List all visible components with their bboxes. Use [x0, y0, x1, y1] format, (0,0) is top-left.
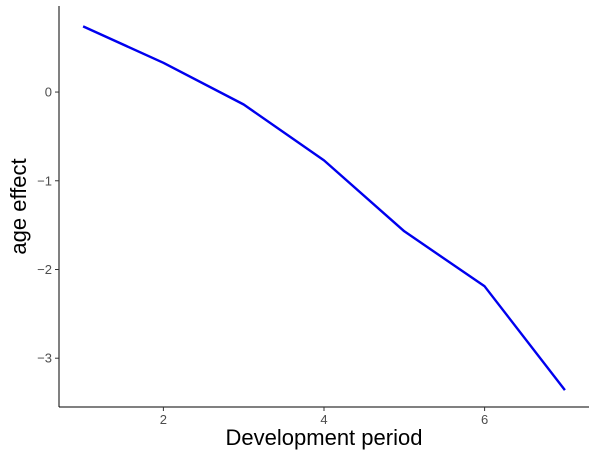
series-line-0	[82, 25, 566, 391]
y-tick-label: 0	[45, 85, 52, 100]
x-tick-label: 6	[481, 412, 488, 427]
y-tick-label: −1	[37, 173, 52, 188]
y-tick-label: −3	[37, 351, 52, 366]
series-layer	[82, 25, 566, 391]
plot-area: 2 4 6 0 −1 −2 −3	[37, 6, 589, 427]
x-tick-label: 2	[160, 412, 167, 427]
y-axis-ticks: 0 −1 −2 −3	[37, 85, 59, 366]
x-tick-label: 4	[320, 412, 327, 427]
x-axis-title: Development period	[226, 425, 423, 450]
y-tick-label: −2	[37, 262, 52, 277]
y-axis-title: age effect	[6, 158, 31, 254]
x-axis-ticks: 2 4 6	[160, 407, 488, 427]
